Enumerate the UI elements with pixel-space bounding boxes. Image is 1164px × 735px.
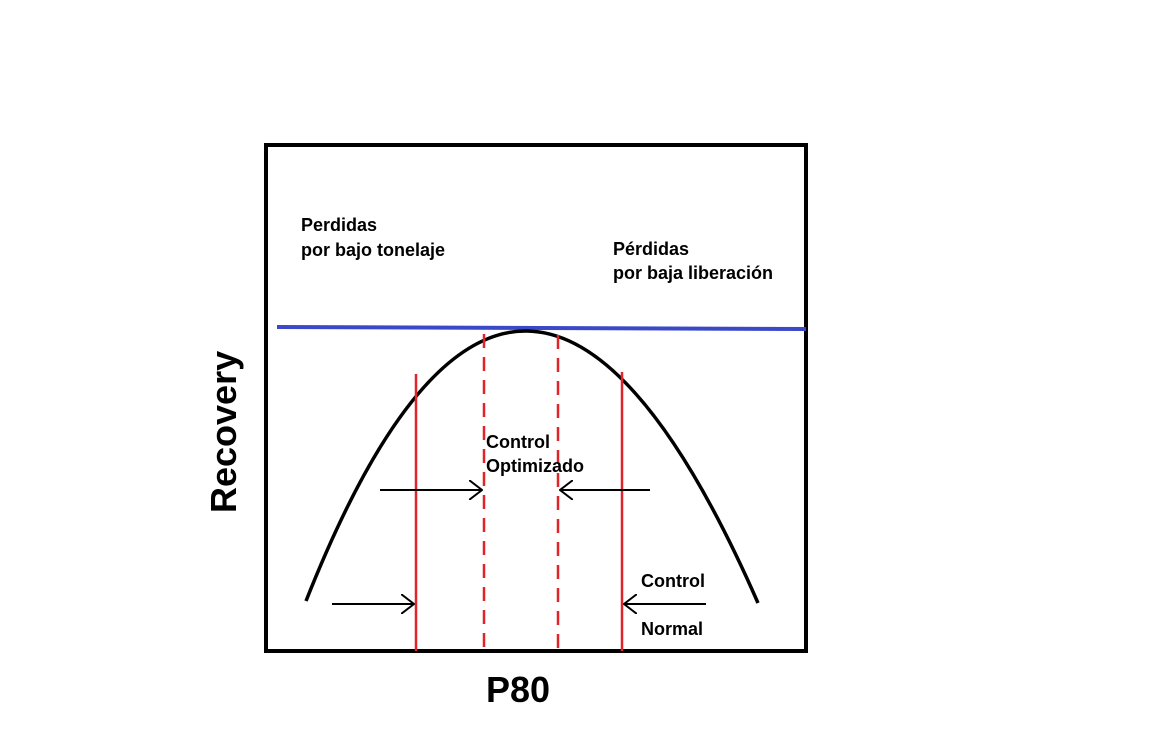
plot-frame: [264, 143, 808, 653]
normal-control-label-line2: Normal: [641, 619, 703, 639]
max-recovery-line: [276, 325, 807, 331]
left-loss-label-line2: por bajo tonelaje: [301, 240, 445, 260]
right-loss-label-line1: Pérdidas: [613, 239, 689, 259]
recovery-curve: [304, 329, 760, 604]
optimized-control-label-line1: Control: [486, 432, 550, 452]
normal-control-label-line1: Control: [641, 571, 705, 591]
right-loss-label-line2: por baja liberación: [613, 263, 773, 283]
left-loss-label-line1: Perdidas: [301, 215, 377, 235]
y-axis-label: Recovery: [203, 351, 244, 513]
x-axis-label: P80: [486, 669, 550, 710]
optimized-control-label-line2: Optimizado: [486, 456, 584, 476]
